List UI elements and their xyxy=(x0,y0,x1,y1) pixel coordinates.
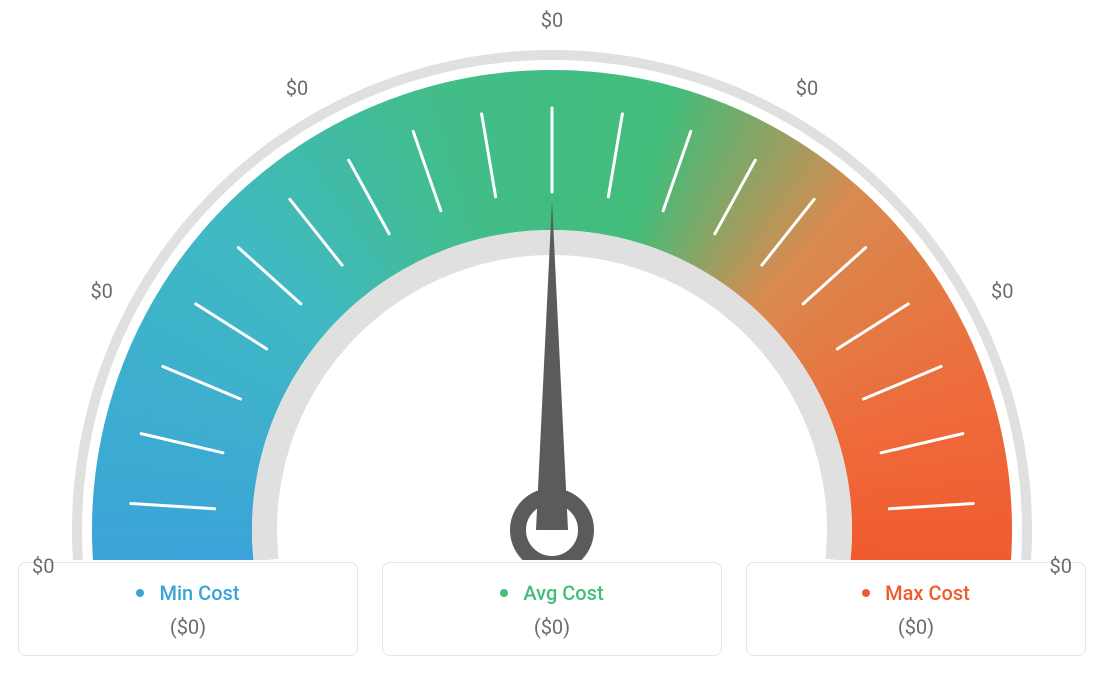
gauge-scale-label: $0 xyxy=(32,554,54,578)
gauge-chart: $0$0$0$0$0$0$0 xyxy=(0,0,1104,560)
legend-label: Max Cost xyxy=(885,581,970,605)
dot-icon xyxy=(500,589,508,597)
dot-icon xyxy=(862,589,870,597)
legend-title-max: Max Cost xyxy=(757,581,1075,605)
legend-row: Min Cost ($0) Avg Cost ($0) Max Cost ($0… xyxy=(0,562,1104,656)
legend-card-min: Min Cost ($0) xyxy=(18,562,358,656)
gauge-scale-label: $0 xyxy=(1050,554,1072,578)
legend-label: Avg Cost xyxy=(523,581,603,605)
legend-value-min: ($0) xyxy=(29,615,347,639)
gauge-scale-label: $0 xyxy=(796,76,818,100)
legend-value-avg: ($0) xyxy=(393,615,711,639)
legend-card-max: Max Cost ($0) xyxy=(746,562,1086,656)
gauge-scale-label: $0 xyxy=(90,279,112,303)
gauge-scale-label: $0 xyxy=(286,76,308,100)
legend-title-min: Min Cost xyxy=(29,581,347,605)
legend-value-max: ($0) xyxy=(757,615,1075,639)
dot-icon xyxy=(136,589,144,597)
gauge-scale-label: $0 xyxy=(541,8,563,32)
legend-card-avg: Avg Cost ($0) xyxy=(382,562,722,656)
gauge-svg xyxy=(0,0,1104,560)
legend-title-avg: Avg Cost xyxy=(393,581,711,605)
legend-label: Min Cost xyxy=(159,581,239,605)
gauge-scale-label: $0 xyxy=(991,279,1013,303)
